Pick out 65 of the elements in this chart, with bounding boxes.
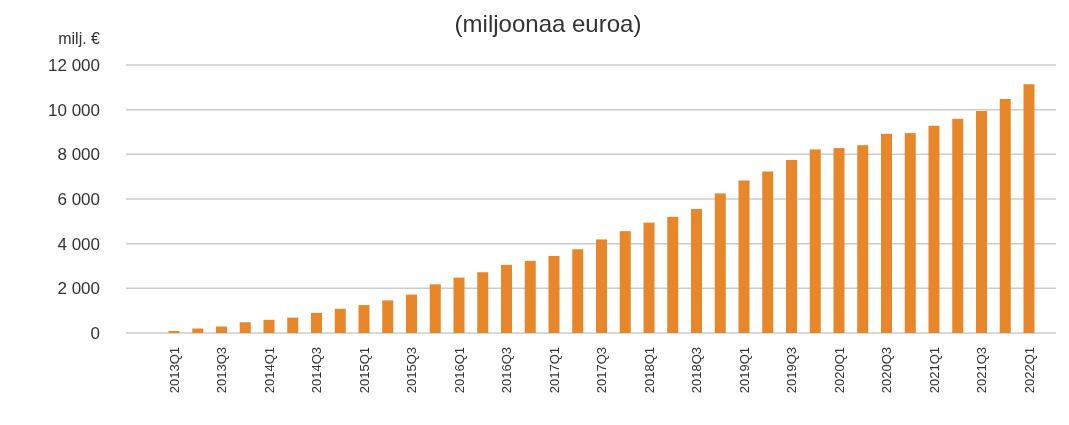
y-tick-label: 0 — [90, 323, 100, 343]
bar — [762, 171, 774, 333]
x-tick-label: 2021Q3 — [974, 347, 990, 394]
bar — [857, 145, 869, 333]
bar — [287, 317, 299, 333]
bar — [501, 264, 512, 333]
x-tick-label: 2015Q1 — [356, 347, 372, 394]
y-tick-label: 2 000 — [57, 279, 100, 299]
bar — [477, 272, 489, 333]
bar — [667, 216, 679, 333]
bar — [691, 209, 702, 333]
bar — [168, 330, 180, 333]
bar — [216, 326, 227, 333]
x-tick-label: 2015Q3 — [404, 347, 420, 394]
bar — [643, 222, 655, 333]
y-tick-label: 8 000 — [57, 145, 100, 165]
bar — [833, 148, 845, 333]
bar — [334, 308, 346, 333]
chart-title: (miljoonaa euroa) — [454, 10, 642, 37]
bar — [928, 125, 940, 333]
y-tick-label: 4 000 — [57, 234, 100, 254]
bar — [999, 98, 1011, 333]
x-tick-label: 2019Q1 — [736, 347, 752, 394]
x-tick-label: 2020Q1 — [831, 347, 847, 394]
bar — [952, 118, 964, 333]
bar — [572, 249, 584, 333]
bar — [976, 111, 987, 333]
y-tick-label: 12 000 — [48, 55, 100, 75]
x-tick-label: 2017Q1 — [546, 347, 562, 394]
x-tick-label: 2013Q3 — [214, 347, 230, 394]
x-tick-label: 2017Q3 — [594, 347, 610, 394]
x-tick-label: 2020Q3 — [879, 347, 895, 394]
bar — [548, 255, 560, 333]
x-tick-label: 2019Q3 — [784, 347, 800, 394]
bar — [429, 284, 441, 333]
bar — [904, 133, 916, 333]
x-tick-label: 2021Q1 — [926, 347, 942, 394]
bar — [524, 260, 536, 333]
bar — [406, 294, 417, 333]
x-tick-label: 2016Q1 — [451, 347, 467, 394]
bar — [311, 312, 322, 333]
bar — [786, 159, 797, 333]
bar — [239, 322, 251, 333]
x-tick-label: 2013Q1 — [166, 347, 182, 394]
bar — [358, 305, 370, 333]
bar — [738, 180, 750, 333]
bar — [596, 239, 607, 333]
y-axis-title: milj. € — [58, 30, 101, 47]
bar — [881, 133, 892, 333]
bar — [453, 277, 465, 333]
x-tick-label: 2014Q3 — [309, 347, 325, 394]
x-tick-label: 2018Q3 — [689, 347, 705, 394]
bar — [714, 193, 726, 333]
x-tick-label: 2018Q1 — [641, 347, 657, 394]
bar — [1023, 84, 1035, 333]
x-tick-label: 2022Q1 — [1021, 347, 1037, 394]
bar — [619, 231, 631, 333]
bar — [809, 149, 821, 333]
bar — [263, 319, 275, 333]
y-tick-label: 6 000 — [57, 189, 100, 209]
bar — [382, 300, 394, 333]
x-tick-label: 2014Q1 — [261, 347, 277, 394]
y-tick-label: 10 000 — [48, 100, 100, 120]
x-tick-label: 2016Q3 — [499, 347, 515, 394]
bar — [192, 328, 204, 333]
